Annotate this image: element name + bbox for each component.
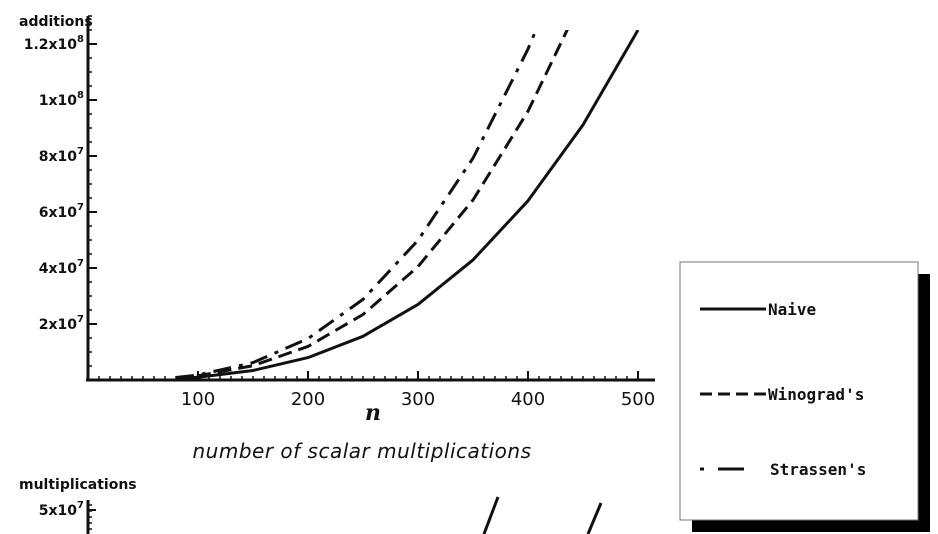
legend-box (679, 261, 919, 521)
y-tick-label: 1.2x108 (24, 34, 84, 53)
legend-label: Winograd's (768, 385, 864, 404)
y-tick-label: 1x108 (39, 90, 84, 109)
y-tick-label: 4x107 (39, 258, 84, 277)
legend-label: Naive (768, 300, 816, 319)
x-axis-label: n (365, 400, 381, 426)
y-tick-label: 6x107 (39, 202, 84, 221)
lower-series-fragment (482, 496, 500, 534)
x-tick-label: 100 (181, 389, 215, 410)
y-tick-label: 2x107 (39, 314, 84, 333)
lower-series-fragment (586, 502, 603, 534)
x-tick-label: 300 (401, 389, 435, 410)
legend-label: Strassen's (770, 460, 866, 479)
x-tick-label: 200 (291, 389, 325, 410)
series-line-strassen-s (175, 30, 538, 379)
lower-y-tick-label: 5x107 (39, 500, 84, 519)
x-tick-label: 400 (511, 389, 545, 410)
lower-y-axis-label: multiplications (19, 477, 137, 493)
chart-caption: number of scalar multiplications (192, 439, 531, 463)
x-tick-label: 500 (621, 389, 655, 410)
series-line-naive (175, 30, 640, 381)
y-axis-label: additions (19, 14, 93, 30)
y-tick-label: 8x107 (39, 146, 84, 165)
series-line-winograd-s (175, 30, 569, 380)
